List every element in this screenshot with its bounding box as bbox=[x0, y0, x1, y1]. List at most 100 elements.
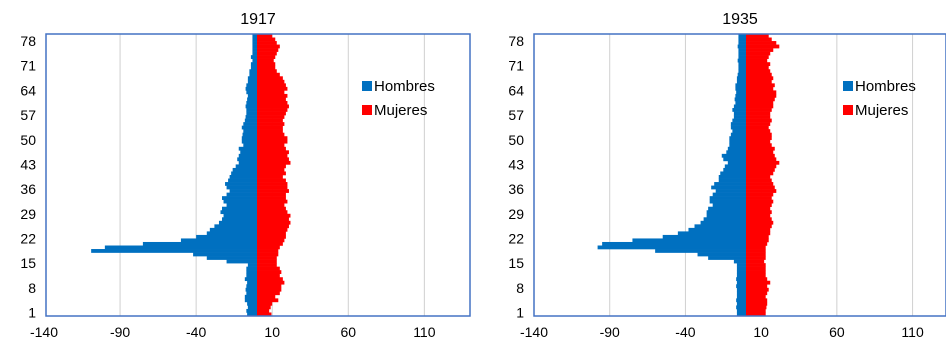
bar-hombres-39 bbox=[718, 175, 746, 179]
bar-hombres-33 bbox=[222, 196, 257, 200]
bar-mujeres-37 bbox=[257, 182, 288, 186]
bar-hombres-71 bbox=[250, 62, 257, 67]
x-tick-label: -40 bbox=[675, 324, 695, 340]
bar-mujeres-54 bbox=[746, 122, 771, 126]
bar-hombres-30 bbox=[708, 206, 746, 211]
bar-mujeres-54 bbox=[257, 122, 285, 126]
bar-mujeres-47 bbox=[257, 146, 286, 151]
bar-mujeres-1 bbox=[746, 308, 766, 313]
bar-hombres-63 bbox=[736, 90, 746, 95]
bar-mujeres-78 bbox=[746, 37, 772, 42]
bar-hombres-55 bbox=[732, 118, 746, 123]
bar-mujeres-36 bbox=[257, 185, 288, 190]
bar-mujeres-79 bbox=[257, 34, 273, 38]
bar-mujeres-51 bbox=[257, 132, 285, 137]
bar-hombres-47 bbox=[238, 146, 257, 151]
bar-hombres-46 bbox=[726, 150, 746, 155]
bar-mujeres-76 bbox=[257, 44, 280, 49]
bar-mujeres-3 bbox=[746, 301, 768, 306]
bar-mujeres-6 bbox=[746, 291, 768, 296]
bar-mujeres-16 bbox=[746, 256, 766, 260]
y-tick-label: 64 bbox=[20, 82, 36, 98]
x-tick-label: -90 bbox=[600, 324, 620, 340]
bar-mujeres-40 bbox=[257, 171, 286, 176]
bar-hombres-34 bbox=[712, 192, 746, 197]
bar-hombres-70 bbox=[250, 65, 257, 70]
bar-hombres-62 bbox=[247, 93, 257, 98]
bar-hombres-57 bbox=[246, 111, 257, 116]
bar-hombres-6 bbox=[246, 291, 257, 296]
legend-swatch-hombres bbox=[843, 81, 853, 91]
bar-hombres-31 bbox=[226, 203, 257, 208]
bar-mujeres-5 bbox=[746, 294, 766, 299]
bar-hombres-1 bbox=[736, 308, 746, 313]
y-tick-label: 22 bbox=[508, 230, 524, 246]
bar-hombres-72 bbox=[737, 58, 746, 63]
bar-mujeres-31 bbox=[257, 203, 285, 208]
x-tick-label: 60 bbox=[829, 324, 845, 340]
bar-hombres-77 bbox=[252, 41, 257, 45]
bar-hombres-29 bbox=[706, 210, 746, 215]
bar-mujeres-66 bbox=[746, 79, 772, 84]
bar-hombres-58 bbox=[246, 108, 257, 112]
bar-mujeres-64 bbox=[257, 86, 288, 91]
plot-frame bbox=[533, 33, 946, 317]
bar-hombres-46 bbox=[240, 150, 257, 155]
bar-hombres-70 bbox=[738, 65, 746, 70]
bar-mujeres-14 bbox=[746, 263, 766, 267]
bar-hombres-13 bbox=[246, 266, 257, 271]
bar-mujeres-38 bbox=[746, 178, 772, 183]
bar-hombres-64 bbox=[735, 86, 746, 91]
bar-mujeres-15 bbox=[746, 259, 765, 264]
bar-hombres-5 bbox=[244, 294, 257, 299]
bar-mujeres-15 bbox=[257, 259, 277, 264]
bar-hombres-68 bbox=[737, 72, 746, 77]
plot-frame bbox=[45, 33, 471, 317]
x-tick-label: 10 bbox=[753, 324, 769, 340]
bar-hombres-12 bbox=[736, 270, 746, 274]
bar-mujeres-65 bbox=[746, 83, 775, 88]
bar-mujeres-5 bbox=[257, 294, 276, 299]
series-Hombres bbox=[597, 34, 746, 317]
bar-mujeres-34 bbox=[746, 192, 774, 197]
bar-mujeres-70 bbox=[746, 65, 769, 70]
bar-mujeres-36 bbox=[746, 185, 775, 190]
bar-mujeres-39 bbox=[746, 175, 771, 179]
bar-mujeres-68 bbox=[257, 72, 280, 77]
bar-mujeres-43 bbox=[257, 160, 291, 165]
bar-mujeres-57 bbox=[746, 111, 771, 116]
bar-mujeres-3 bbox=[257, 301, 273, 306]
bar-hombres-56 bbox=[245, 115, 257, 119]
legend-label-mujeres: Mujeres bbox=[374, 102, 427, 119]
bar-mujeres-55 bbox=[746, 118, 772, 123]
bar-mujeres-64 bbox=[746, 86, 774, 91]
bar-hombres-4 bbox=[244, 298, 257, 303]
bar-mujeres-14 bbox=[257, 263, 277, 267]
bar-mujeres-42 bbox=[746, 164, 777, 169]
bar-mujeres-6 bbox=[257, 291, 280, 296]
bar-mujeres-20 bbox=[257, 241, 283, 246]
y-tick-label: 15 bbox=[508, 255, 524, 271]
bar-hombres-2 bbox=[247, 305, 257, 310]
bar-mujeres-16 bbox=[257, 256, 277, 260]
bar-hombres-41 bbox=[723, 167, 746, 172]
bar-hombres-67 bbox=[247, 76, 257, 81]
bar-mujeres-30 bbox=[257, 206, 286, 211]
bar-hombres-36 bbox=[711, 185, 746, 190]
y-tick-label: 71 bbox=[508, 58, 524, 74]
x-tick-label: -140 bbox=[30, 324, 58, 340]
bar-mujeres-2 bbox=[257, 305, 271, 310]
bar-hombres-72 bbox=[252, 58, 257, 63]
bar-hombres-38 bbox=[718, 178, 746, 183]
bar-hombres-74 bbox=[252, 51, 257, 56]
bar-mujeres-25 bbox=[746, 224, 772, 229]
bar-mujeres-60 bbox=[257, 100, 288, 105]
bar-mujeres-41 bbox=[257, 167, 285, 172]
bar-mujeres-28 bbox=[746, 213, 771, 218]
bar-hombres-59 bbox=[733, 104, 746, 109]
bar-hombres-76 bbox=[252, 44, 257, 49]
bar-hombres-23 bbox=[677, 231, 746, 236]
bar-mujeres-52 bbox=[257, 129, 283, 133]
y-tick-label: 8 bbox=[516, 280, 524, 296]
